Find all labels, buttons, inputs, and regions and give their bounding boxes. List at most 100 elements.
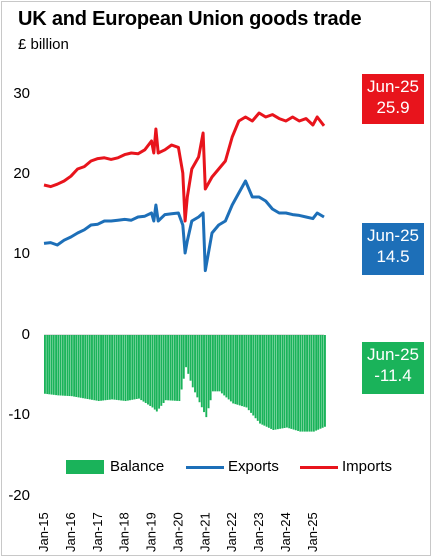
x-tick-label: Jan-24: [278, 512, 293, 552]
imports-callout: Jun-25 25.9: [362, 74, 424, 124]
balance-bar: [182, 335, 185, 379]
balance-bar: [66, 335, 69, 396]
x-axis-labels: Jan-15 Jan-16 Jan-17 Jan-18 Jan-19 Jan-20 Jan-…: [36, 512, 320, 552]
balance-bar: [283, 335, 286, 428]
balance-bar: [236, 335, 239, 405]
balance-bar: [48, 335, 51, 395]
balance-bar: [70, 335, 73, 397]
x-tick-label: Jan-22: [224, 512, 239, 552]
balance-bar: [256, 335, 259, 421]
balance-bar: [50, 335, 53, 395]
balance-bar: [315, 335, 318, 431]
balance-bar: [149, 335, 152, 406]
balance-bar: [312, 335, 315, 432]
balance-bar: [158, 335, 161, 409]
balance-bar: [61, 335, 64, 396]
balance-bar: [301, 335, 304, 432]
balance-bar: [102, 335, 105, 401]
balance-bar: [160, 335, 163, 406]
balance-bar: [225, 335, 228, 398]
balance-bar: [263, 335, 266, 426]
balance-bar: [129, 335, 131, 401]
balance-bar: [106, 335, 109, 400]
balance-callout-value: -11.4: [374, 366, 412, 385]
balance-bar: [267, 335, 270, 428]
balance-bar: [290, 335, 293, 429]
balance-bar: [310, 335, 313, 432]
balance-bar: [147, 335, 149, 405]
legend-label-exports: Exports: [228, 458, 279, 475]
balance-bar: [79, 335, 82, 398]
balance-bar: [120, 335, 123, 401]
balance-bar: [299, 335, 302, 432]
balance-bar: [75, 335, 78, 397]
balance-bar: [191, 335, 194, 388]
balance-bar: [306, 335, 309, 432]
balance-callout-period: Jun-25: [367, 345, 419, 364]
balance-bar: [64, 335, 66, 396]
balance-bar: [77, 335, 80, 398]
balance-bar: [151, 335, 154, 408]
exports-callout: Jun-25 14.5: [362, 223, 424, 275]
y-tick-label: 30: [13, 85, 30, 102]
balance-bar: [44, 335, 46, 394]
balance-bar: [52, 335, 55, 395]
balance-bar: [218, 335, 221, 392]
y-tick-label: 0: [21, 326, 30, 343]
balance-bar: [229, 335, 232, 402]
balance-bar: [93, 335, 96, 401]
balance-bar: [138, 335, 140, 399]
balance-bar: [254, 335, 257, 419]
balance-bar: [111, 335, 114, 400]
balance-bar: [100, 335, 102, 401]
balance-bar: [279, 335, 282, 429]
balance-bar: [319, 335, 322, 429]
balance-bar: [91, 335, 93, 400]
y-tick-label: -10: [8, 406, 30, 423]
balance-bar: [288, 335, 291, 429]
balance-bar: [292, 335, 295, 430]
balance-bar: [173, 335, 176, 401]
balance-bar: [276, 335, 279, 430]
balance-bar: [178, 335, 181, 402]
balance-bar: [176, 335, 179, 401]
balance-bar: [272, 335, 275, 430]
y-tick-label: 20: [13, 165, 30, 182]
balance-bar: [155, 335, 158, 412]
balance-bar: [245, 335, 248, 408]
imports-series-line: [43, 111, 326, 223]
balance-bar: [234, 335, 237, 405]
balance-bar: [82, 335, 84, 399]
balance-bar: [321, 335, 324, 428]
balance-bar: [73, 335, 76, 397]
balance-bar: [142, 335, 145, 402]
balance-bar: [180, 335, 183, 390]
balance-bar: [209, 335, 212, 401]
balance-bar: [308, 335, 311, 432]
x-tick-label: Jan-18: [117, 512, 132, 552]
balance-bar: [250, 335, 252, 413]
balance-bar: [205, 335, 208, 418]
x-tick-label: Jan-25: [305, 512, 320, 552]
balance-bar: [216, 335, 219, 392]
x-tick-label: Jan-20: [170, 512, 185, 552]
balance-bar: [220, 335, 223, 394]
balance-bar: [162, 335, 165, 403]
balance-bar: [113, 335, 116, 400]
balance-bar: [243, 335, 246, 407]
balance-bar: [303, 335, 306, 432]
balance-bar: [131, 335, 134, 400]
balance-bar: [200, 335, 203, 408]
balance-bar: [247, 335, 250, 411]
chart-subtitle: £ billion: [18, 36, 69, 53]
balance-bar: [227, 335, 230, 400]
legend-swatch-balance: [66, 460, 104, 474]
balance-bar: [108, 335, 111, 400]
balance-bar: [189, 335, 192, 381]
balance-bar: [55, 335, 58, 396]
x-tick-label: Jan-16: [63, 512, 78, 552]
x-tick-label: Jan-23: [251, 512, 266, 552]
balance-bar: [294, 335, 297, 431]
balance-bar: [171, 335, 174, 401]
